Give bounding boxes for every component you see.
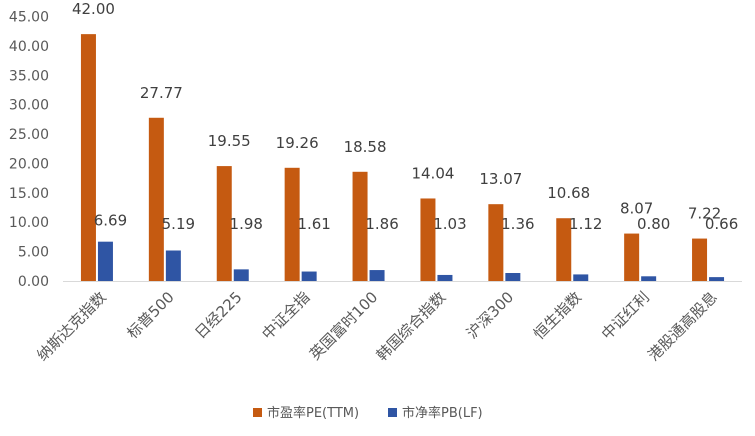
pe-data-label: 10.68 [547, 184, 590, 202]
y-tick-label: 45.00 [9, 10, 49, 26]
legend-pe-label: 市盈率PE(TTM) [267, 405, 359, 421]
category-label: 中证红利 [598, 288, 653, 343]
pb-data-label: 0.66 [705, 215, 738, 233]
pe-bar [80, 34, 96, 282]
pe-data-label: 7.22 [688, 205, 721, 223]
legend-pb-swatch [388, 408, 397, 417]
pb-bar [369, 270, 385, 281]
category-label: 韩国综合指数 [373, 288, 449, 364]
category-label: 英国富时100 [306, 288, 381, 363]
pb-bar [641, 276, 657, 281]
pb-data-label: 1.36 [501, 215, 534, 233]
pb-data-label: 0.80 [637, 215, 670, 233]
y-axis-ticks: 0.00 5.00 10.00 15.00 20.00 25.00 30.00 35.00 40… [9, 10, 49, 291]
category-label: 日经225 [191, 288, 245, 342]
pe-bar [488, 204, 504, 281]
y-tick-label: 35.00 [9, 68, 49, 84]
pb-bar [233, 269, 249, 281]
y-tick-label: 10.00 [9, 215, 49, 231]
pb-bar [165, 250, 181, 281]
pe-data-label: 42.00 [72, 0, 115, 18]
category-label: 标普500 [123, 288, 177, 342]
data-labels-group: 42.00 6.69 27.77 5.19 19.55 1.98 19.26 1.61 18.5… [72, 0, 738, 233]
pb-data-label: 1.03 [433, 215, 466, 233]
pb-bar [573, 274, 589, 281]
pb-bar [97, 241, 113, 281]
legend: 市盈率PE(TTM) 市净率PB(LF) [253, 405, 483, 421]
pb-data-label: 6.69 [94, 212, 127, 230]
pe-bar [148, 117, 164, 281]
pb-bar [437, 274, 453, 281]
pb-data-label: 1.86 [365, 215, 398, 233]
y-tick-label: 40.00 [9, 39, 49, 55]
pe-bar [216, 166, 232, 281]
y-tick-label: 30.00 [9, 98, 49, 114]
y-tick-label: 0.00 [18, 274, 49, 290]
pe-data-label: 19.55 [208, 132, 251, 150]
pe-data-label: 8.07 [620, 200, 653, 218]
pe-data-label: 18.58 [344, 138, 387, 156]
pe-data-label: 14.04 [411, 164, 454, 182]
y-tick-label: 15.00 [9, 186, 49, 202]
category-label: 中证全指 [258, 288, 313, 343]
pe-bar [624, 233, 640, 281]
category-label: 沪深300 [463, 288, 517, 342]
pb-bar [709, 277, 725, 281]
pe-bar [352, 171, 368, 281]
category-label: 纳斯达克指数 [33, 288, 109, 364]
pb-data-label: 1.12 [569, 215, 602, 233]
y-tick-label: 25.00 [9, 127, 49, 143]
pe-bar [284, 167, 300, 281]
pb-bar [301, 271, 317, 281]
pe-bar [556, 218, 572, 281]
pe-data-label: 19.26 [276, 134, 319, 152]
pe-bar [420, 198, 436, 281]
pe-bar [692, 238, 708, 281]
bars-group [80, 34, 725, 282]
category-label: 恒生指数 [530, 288, 585, 343]
y-tick-label: 20.00 [9, 156, 49, 172]
pe-data-label: 13.07 [479, 170, 522, 188]
legend-pe-swatch [253, 408, 262, 417]
pb-data-label: 5.19 [162, 215, 195, 233]
category-label: 港股通高股息 [644, 288, 720, 364]
pb-data-label: 1.98 [230, 215, 263, 233]
pb-bar [505, 273, 521, 281]
pe-data-label: 27.77 [140, 84, 183, 102]
y-tick-label: 5.00 [18, 245, 49, 261]
pb-data-label: 1.61 [297, 215, 330, 233]
legend-pb-label: 市净率PB(LF) [402, 405, 483, 421]
